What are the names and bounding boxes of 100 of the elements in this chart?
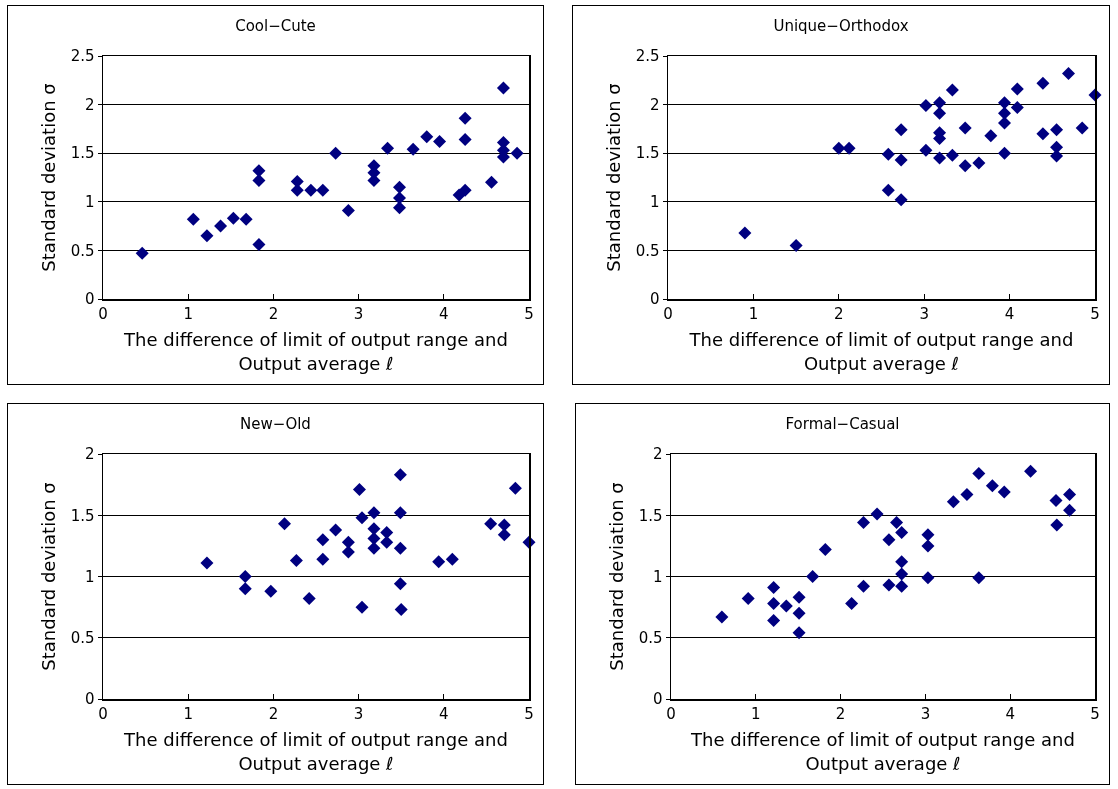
point	[329, 146, 343, 160]
y-tick-label: 2	[84, 95, 95, 114]
point	[933, 106, 947, 120]
point	[484, 517, 498, 531]
x-axis-title: The difference of limit of output range and Output average ℓ	[123, 729, 508, 774]
point	[510, 146, 524, 160]
point	[290, 183, 304, 197]
point	[289, 554, 303, 568]
point	[380, 535, 394, 549]
y-tick-label: 1.5	[70, 506, 95, 525]
point	[894, 193, 908, 207]
point	[767, 581, 781, 595]
point	[779, 599, 793, 613]
point	[394, 603, 408, 617]
point	[767, 614, 781, 628]
point	[432, 555, 446, 569]
x-tick-label: 4	[1005, 704, 1015, 723]
y-tick-label: 1.5	[638, 506, 663, 525]
point	[393, 468, 407, 482]
point	[341, 545, 355, 559]
point	[1062, 67, 1076, 80]
point	[933, 96, 947, 110]
point	[238, 570, 252, 583]
point	[406, 142, 420, 156]
x-tick-label: 4	[439, 304, 449, 323]
x-axis-title: The difference of limit of output range and Output average ℓ	[123, 329, 508, 374]
point	[239, 212, 253, 226]
y-tick-label: 0.5	[638, 629, 663, 647]
point	[818, 543, 832, 557]
y-axis-title: Standard deviation σ	[38, 83, 60, 272]
x-tick-label: 3	[919, 304, 929, 323]
chart-title: New−Old	[240, 414, 311, 433]
point	[972, 156, 986, 170]
point	[200, 229, 214, 243]
y-tick-label: 2.5	[70, 47, 95, 66]
y-tick-label: 0.5	[635, 241, 660, 260]
point	[882, 578, 896, 592]
y-tick-label: 1	[649, 193, 660, 212]
point	[792, 626, 806, 640]
x-tick-label: 0	[98, 304, 108, 323]
point	[919, 99, 933, 113]
point	[792, 606, 806, 620]
point	[496, 81, 510, 95]
point	[355, 511, 369, 525]
point	[845, 596, 859, 610]
x-tick-label: 1	[183, 304, 193, 323]
x-tick-label: 4	[439, 704, 449, 723]
point	[1063, 487, 1077, 501]
point	[186, 212, 200, 226]
x-axis-title: The difference of limit of output range and Output average ℓ	[690, 729, 1075, 774]
point	[316, 533, 330, 547]
point	[895, 555, 909, 569]
point	[433, 135, 447, 149]
point	[806, 570, 820, 583]
y-tick-label: 0	[84, 290, 95, 309]
x-tick-label: 1	[751, 704, 761, 723]
point	[458, 183, 472, 197]
point	[393, 180, 406, 194]
y-tick-label: 2	[649, 95, 660, 114]
point	[1050, 123, 1064, 137]
point	[485, 175, 499, 189]
point	[1063, 503, 1077, 517]
y-tick-label: 0.5	[70, 241, 95, 260]
point	[304, 183, 318, 197]
point	[277, 517, 291, 531]
point	[367, 506, 381, 520]
y-tick-label: 2	[652, 445, 663, 464]
chart-title: Formal−Casual	[785, 414, 900, 433]
point	[881, 183, 895, 197]
point	[393, 506, 407, 520]
point	[329, 523, 343, 537]
y-tick-label: 0	[84, 690, 95, 709]
point	[895, 579, 909, 593]
y-tick-label: 1	[84, 567, 95, 586]
point	[921, 539, 935, 553]
point	[445, 552, 459, 566]
x-tick-label: 5	[1090, 704, 1100, 723]
x-tick-label: 2	[835, 704, 846, 723]
point	[857, 579, 870, 593]
point	[895, 525, 909, 539]
point	[958, 159, 972, 173]
x-tick-label: 1	[748, 304, 759, 323]
point	[252, 164, 266, 178]
point	[316, 183, 330, 197]
point	[997, 485, 1011, 499]
y-axis-title: Standard deviation σ	[38, 482, 60, 671]
point	[1050, 149, 1064, 163]
y-tick-label: 0.5	[70, 629, 95, 647]
point	[997, 96, 1011, 110]
point	[214, 219, 228, 233]
point	[832, 141, 846, 155]
point	[393, 577, 407, 591]
point	[789, 239, 803, 253]
point	[958, 121, 972, 135]
x-tick-label: 5	[524, 304, 534, 323]
point	[890, 516, 904, 530]
point	[458, 133, 472, 147]
x-tick-label: 1	[183, 704, 193, 723]
point	[1010, 82, 1024, 96]
point	[792, 590, 806, 604]
